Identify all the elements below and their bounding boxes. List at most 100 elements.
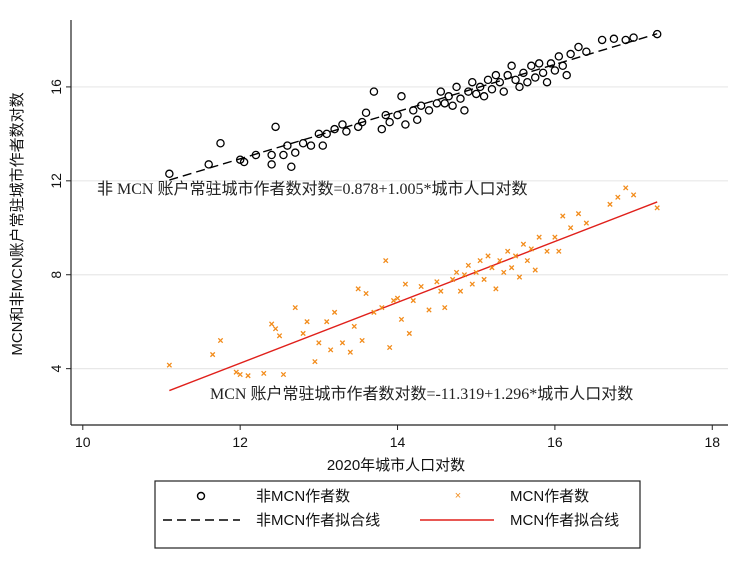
mcn-point	[209, 351, 216, 358]
mcn-point	[489, 265, 495, 271]
non-mcn-point	[267, 150, 276, 160]
mcn-point	[556, 248, 562, 254]
mcn-point	[379, 304, 385, 311]
legend-x-icon: ×	[455, 490, 461, 502]
mcn-point	[449, 276, 456, 283]
non-mcn-point	[597, 35, 607, 45]
non-mcn-point	[436, 87, 446, 96]
mcn-point	[331, 309, 338, 315]
non-mcn-point	[558, 61, 568, 71]
y-tick-label: 4	[48, 365, 64, 373]
mcn-point	[615, 194, 621, 200]
mcn-point	[304, 319, 310, 325]
mcn-point	[508, 265, 515, 271]
non-mcn-point	[385, 117, 394, 127]
mcn-point	[339, 340, 346, 346]
mcn-point	[363, 290, 369, 297]
mcn-point	[465, 262, 472, 269]
non-mcn-point	[448, 101, 457, 110]
non-mcn-point	[542, 77, 552, 87]
mcn-point	[371, 309, 377, 315]
non-mcn-point	[515, 82, 524, 92]
non-mcn-point	[652, 29, 662, 39]
mcn-point	[473, 269, 479, 276]
mcn-point	[347, 349, 353, 355]
non-mcn-point	[306, 141, 316, 150]
non-mcn-point	[322, 129, 331, 139]
mcn-point	[481, 276, 487, 283]
non-mcn-point	[566, 49, 575, 59]
non-mcn-point	[523, 77, 532, 87]
mcn-point	[552, 234, 558, 240]
non-mcn-point	[409, 106, 418, 115]
non-mcn-point	[483, 75, 493, 85]
non-mcn-point	[519, 68, 528, 78]
mcn-point	[583, 220, 590, 226]
non-mcn-point	[342, 127, 351, 136]
non-mcn-point	[562, 70, 571, 80]
non-mcn-point	[318, 141, 328, 150]
y-tick-label: 12	[48, 173, 64, 189]
mcn-point	[316, 340, 322, 346]
mcn-point	[355, 286, 361, 292]
mcn-point	[453, 269, 460, 276]
mcn-point	[398, 316, 405, 323]
non-mcn-point	[456, 94, 465, 103]
mcn-point	[276, 333, 283, 339]
non-mcn-point	[468, 77, 477, 87]
mcn-point	[501, 269, 507, 276]
mcn-point	[623, 185, 629, 191]
x-tick-label: 12	[232, 434, 248, 450]
mcn-point	[166, 362, 173, 368]
mcn-point	[324, 319, 330, 325]
annotation-non-mcn-equation: 非 MCN 账户常驻城市作者数对数=0.878+1.005*城市人口对数	[97, 180, 528, 198]
mcn-point	[516, 274, 523, 280]
non-mcn-point	[283, 141, 292, 150]
non-mcn-point	[377, 124, 387, 134]
legend-label-mcn: MCN作者数	[510, 488, 589, 505]
mcn-point	[505, 248, 511, 254]
gridlines	[71, 86, 728, 370]
non-mcn-point	[165, 169, 174, 179]
mcn-point	[402, 281, 409, 287]
non-mcn-point	[452, 82, 461, 92]
x-axis-label: 2020年城市人口对数	[327, 457, 465, 474]
legend-label-mcn-fit: MCN作者拟合线	[510, 512, 619, 529]
non-mcn-point	[412, 115, 422, 125]
mcn-fit-line	[169, 201, 658, 392]
mcn-point	[528, 246, 534, 252]
mcn-point	[457, 288, 464, 294]
non-mcn-point	[357, 117, 367, 127]
non-mcn-point	[267, 160, 276, 169]
mcn-point	[410, 297, 416, 304]
non-mcn-point	[530, 73, 540, 82]
non-mcn-point	[290, 148, 300, 157]
mcn-point	[442, 304, 448, 311]
x-tick-label: 16	[547, 434, 563, 450]
non-mcn-point	[503, 70, 512, 80]
mcn-point	[461, 272, 468, 278]
mcn-point	[418, 283, 424, 290]
non-mcn-point	[621, 35, 630, 45]
legend: 非MCN作者数 × MCN作者数 非MCN作者拟合线 MCN作者拟合线	[154, 480, 641, 549]
non-mcn-point	[401, 120, 410, 129]
non-mcn-point	[495, 77, 505, 87]
mcn-point	[607, 201, 613, 207]
non-mcn-point	[629, 33, 638, 42]
non-mcn-point	[432, 99, 442, 108]
annotation-mcn-equation: MCN 账户常驻城市作者数对数=-11.319+1.296*城市人口对数	[210, 385, 633, 403]
non-mcn-point	[554, 52, 564, 61]
mcn-point	[575, 211, 582, 217]
non-mcn-point	[444, 92, 453, 101]
mcn-point	[434, 279, 440, 285]
non-mcn-point	[279, 150, 288, 160]
non-mcn-point	[487, 85, 497, 94]
non-mcn-point	[338, 120, 347, 129]
x-tick-label: 10	[75, 434, 91, 450]
non-mcn-point	[251, 150, 261, 160]
non-mcn-point	[574, 42, 583, 52]
non-mcn-point	[369, 87, 379, 96]
mcn-point	[560, 213, 566, 219]
